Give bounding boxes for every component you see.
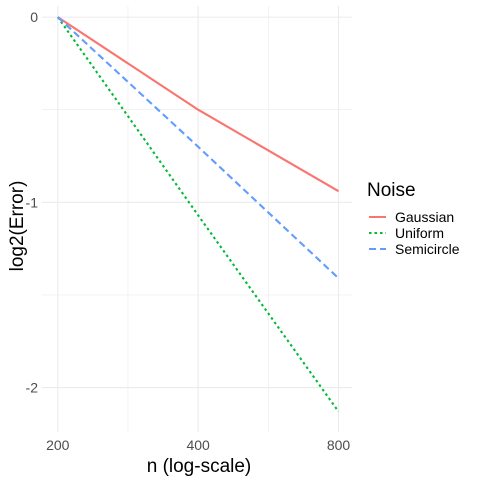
series-line-uniform [56,16,340,413]
series-lines [56,16,340,413]
series-line-semicircle [57,16,340,280]
grid-minor [42,6,352,432]
x-tick-label: 800 [327,437,351,453]
grid-major [42,6,352,432]
y-tick-label: 0 [30,9,38,25]
x-tick-labels: 200 400 800 [46,437,350,453]
x-tick-label: 400 [186,437,210,453]
y-tick-labels: 0 -1 -2 [26,9,39,395]
legend-title: Noise [367,180,416,201]
legend-label-semicircle: Semicircle [395,241,460,257]
x-axis-title: n (log-scale) [147,456,252,477]
y-tick-label: -1 [26,194,39,210]
legend-label-uniform: Uniform [395,225,444,241]
series-line-gaussian [57,16,340,193]
y-tick-label: -2 [26,380,39,396]
y-axis-title: log2(Error) [7,181,28,272]
legend-label-gaussian: Gaussian [395,209,454,225]
x-tick-label: 200 [46,437,70,453]
